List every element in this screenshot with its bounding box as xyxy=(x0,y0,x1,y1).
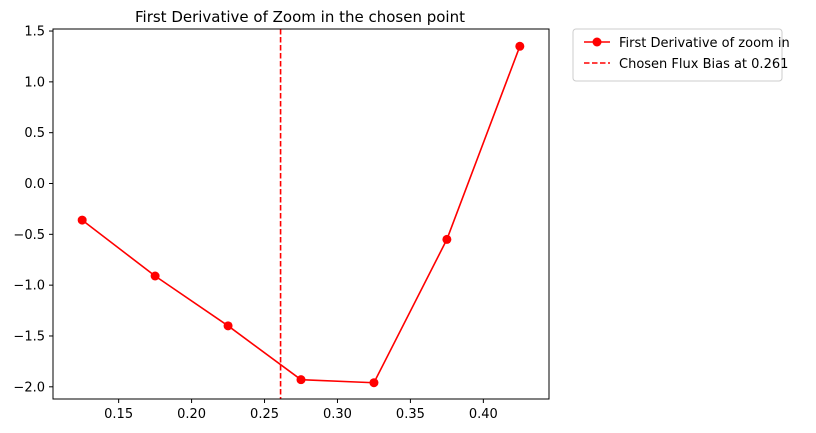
series-line xyxy=(81,45,521,384)
x-tick-label: 0.30 xyxy=(323,407,352,422)
legend-label-vline: Chosen Flux Bias at 0.261 xyxy=(619,57,788,72)
y-tick-label: 0.0 xyxy=(24,177,45,192)
axes: 0.15 0.20 0.25 0.30 0.35 0.40 1.5 1.0 0.5 0.0 −0.5… xyxy=(13,25,550,422)
data-point xyxy=(515,41,525,51)
y-tick-label: −1.0 xyxy=(13,279,45,294)
legend-frame xyxy=(572,28,783,82)
y-tick-label: −0.5 xyxy=(13,228,45,243)
data-point xyxy=(296,375,306,385)
legend-swatch-marker xyxy=(592,37,602,47)
plot-area xyxy=(77,29,525,399)
x-tick-label: 0.20 xyxy=(177,407,206,422)
x-tick-label: 0.15 xyxy=(104,407,133,422)
data-point xyxy=(150,271,160,281)
y-tick-label: −1.5 xyxy=(13,329,45,344)
data-point xyxy=(369,378,379,388)
plot-contents xyxy=(77,29,525,399)
legend-label-series: First Derivative of zoom in xyxy=(619,36,790,51)
y-tick-label: −2.0 xyxy=(13,380,45,395)
data-point xyxy=(223,321,233,331)
data-point xyxy=(77,215,87,225)
chart-title: First Derivative of Zoom in the chosen p… xyxy=(135,8,465,26)
y-tick-label: 0.5 xyxy=(24,126,45,141)
x-tick-label: 0.25 xyxy=(250,407,279,422)
y-tick-label: 1.5 xyxy=(24,25,45,40)
x-tick-label: 0.35 xyxy=(396,407,425,422)
legend: First Derivative of zoom in Chosen Flux … xyxy=(572,28,790,82)
data-point xyxy=(442,234,452,244)
y-tick-label: 1.0 xyxy=(24,75,45,90)
axes-frame xyxy=(52,28,550,400)
x-tick-label: 0.40 xyxy=(469,407,498,422)
